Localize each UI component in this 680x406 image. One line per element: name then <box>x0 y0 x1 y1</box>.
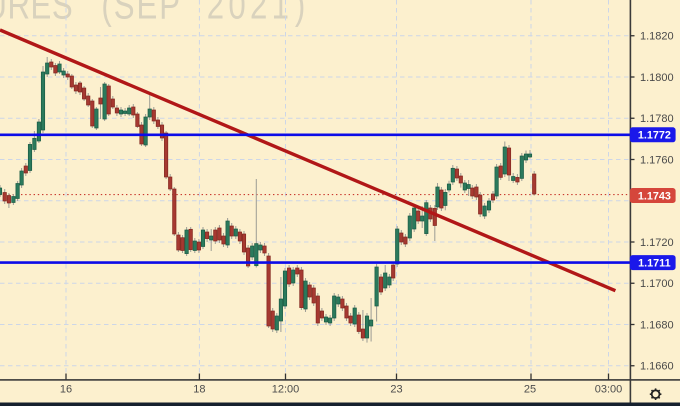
svg-text:1.1820: 1.1820 <box>640 31 674 43</box>
svg-text:16: 16 <box>60 384 72 396</box>
svg-text:1.1680: 1.1680 <box>640 319 674 331</box>
svg-text:1.1711: 1.1711 <box>638 258 670 270</box>
svg-text:2021: 2021 <box>207 0 294 27</box>
svg-text:1.1743: 1.1743 <box>638 190 671 202</box>
svg-text:1.1780: 1.1780 <box>640 113 674 125</box>
svg-text:(SEP: (SEP <box>101 0 182 27</box>
svg-text:1.1700: 1.1700 <box>640 278 674 290</box>
svg-text:1.1720: 1.1720 <box>640 237 674 249</box>
svg-text:1.1772: 1.1772 <box>638 130 671 142</box>
svg-text:18: 18 <box>193 384 205 396</box>
svg-text:25: 25 <box>524 384 536 396</box>
svg-text:): ) <box>295 0 305 27</box>
svg-text:1.1800: 1.1800 <box>640 72 674 84</box>
svg-text:1.1760: 1.1760 <box>640 154 674 166</box>
svg-text:URES: URES <box>0 0 73 27</box>
svg-text:23: 23 <box>390 384 402 396</box>
svg-text:1.1660: 1.1660 <box>640 361 674 373</box>
svg-text:03:00: 03:00 <box>595 384 623 396</box>
svg-text:12:00: 12:00 <box>272 384 300 396</box>
